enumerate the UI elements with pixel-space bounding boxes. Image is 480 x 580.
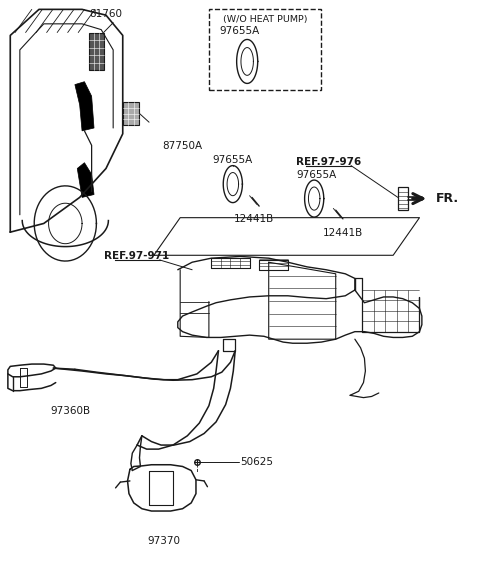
Polygon shape [123,102,140,125]
Text: 50625: 50625 [240,458,273,467]
Text: REF.97-976: REF.97-976 [296,157,361,166]
Text: 12441B: 12441B [323,227,363,238]
Polygon shape [77,163,94,197]
Text: 97655A: 97655A [213,155,253,165]
Text: FR.: FR. [436,192,459,205]
Text: REF.97-971: REF.97-971 [105,252,170,262]
Bar [209,9,322,90]
Text: 87750A: 87750A [163,141,203,151]
Text: 12441B: 12441B [234,213,275,224]
Text: 97360B: 97360B [50,406,90,416]
Text: 97370: 97370 [147,536,180,546]
Text: (W/O HEAT PUMP): (W/O HEAT PUMP) [223,14,307,24]
Text: 97655A: 97655A [297,171,336,180]
Text: 81760: 81760 [89,9,122,19]
Polygon shape [75,82,94,131]
Text: 97655A: 97655A [220,26,260,36]
Polygon shape [89,32,104,70]
